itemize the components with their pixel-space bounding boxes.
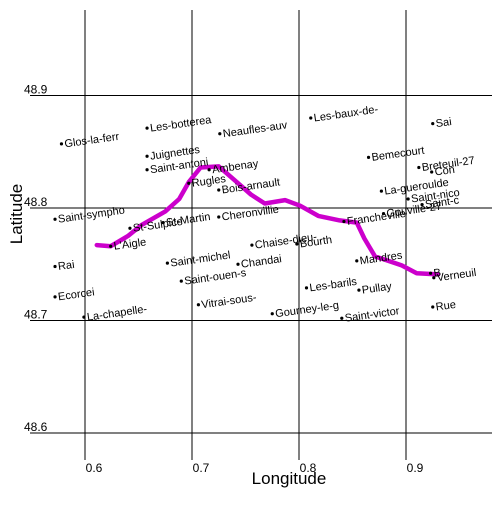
place-marker [340, 316, 344, 320]
place-label: Neaufles-auv [222, 119, 288, 140]
place-label: Les-baux-de- [313, 104, 379, 125]
place-marker [218, 132, 222, 136]
place-marker [431, 122, 435, 126]
place-marker [429, 271, 433, 275]
y-tick-label: 48.8 [24, 195, 48, 209]
place-marker [161, 221, 165, 225]
place-label: Rai [57, 259, 75, 273]
place-marker [145, 168, 149, 172]
place-label: Ecorcei [57, 286, 95, 303]
place-label: Chandai [240, 253, 282, 271]
place-label: Gouvillé-27 [386, 201, 443, 221]
place-label: Mandres [359, 249, 404, 267]
tick-labels: 0.6 0.7 0.8 0.9 48.6 48.7 48.8 48.9 [24, 83, 424, 476]
place-marker [432, 276, 436, 280]
y-axis-title: Latitude [7, 184, 26, 245]
x-tick-label: 0.9 [407, 461, 424, 475]
place-label: Les-botterea [149, 114, 213, 135]
place-marker [406, 197, 410, 201]
place-marker [304, 286, 309, 290]
place-marker [366, 155, 371, 159]
place-label: Cheronvillie [221, 204, 280, 224]
place-label: B [433, 267, 442, 280]
place-marker [145, 126, 149, 130]
place-label: Bourth [299, 234, 333, 250]
place-label: Rue [435, 299, 457, 314]
y-tick-label: 48.9 [24, 83, 48, 97]
y-tick-label: 48.7 [24, 308, 48, 322]
place-marker [342, 219, 346, 224]
x-axis-title: Longitude [252, 469, 327, 488]
place-label: Sai [435, 116, 452, 130]
place-label: Vitrai-sous- [201, 292, 258, 312]
place-marker [53, 264, 57, 269]
place-marker [355, 259, 359, 263]
place-marker [357, 288, 361, 292]
place-label: Verneuil [436, 267, 477, 284]
x-tick-label: 0.6 [86, 461, 103, 475]
place-marker [381, 212, 386, 216]
place-marker [379, 189, 383, 193]
grid-layer [30, 10, 492, 460]
place-label: L'Aigle [113, 236, 147, 252]
place-label: Gourney-le-g [275, 299, 340, 320]
place-marker [420, 203, 424, 207]
y-tick-label: 48.6 [24, 420, 48, 434]
place-markers: Glos-la-ferr Les-botterea Neaufles-auv Les-… [53, 104, 477, 325]
place-marker [165, 261, 169, 265]
route-line [94, 164, 441, 277]
place-marker [53, 217, 57, 221]
place-label: Saint-michel [170, 249, 232, 269]
route-layer [94, 164, 441, 277]
place-label: Saint-ouen-s [184, 267, 248, 288]
x-tick-label: 0.7 [193, 461, 210, 475]
place-marker [309, 116, 313, 120]
place-label: Glos-la-ferr [64, 131, 120, 151]
place-marker [128, 226, 132, 230]
place-marker [145, 154, 149, 158]
place-marker [217, 215, 221, 219]
place-marker [270, 312, 274, 316]
place-marker [179, 279, 183, 283]
place-label: Les-barils [309, 276, 358, 295]
place-label: Rugles [191, 173, 227, 190]
place-marker [109, 244, 113, 248]
place-label: St-Sulpice [132, 216, 183, 235]
place-label: Saint-c [424, 194, 460, 211]
place-marker [82, 315, 86, 319]
place-marker [217, 188, 221, 192]
place-marker [295, 242, 299, 246]
place-marker [53, 295, 57, 299]
place-marker [431, 305, 435, 309]
x-tick-label: 0.8 [300, 461, 317, 475]
place-marker [417, 165, 421, 170]
place-marker [187, 181, 191, 185]
place-marker [250, 243, 254, 247]
place-label: Bemecourt [371, 145, 425, 164]
place-marker [196, 303, 201, 307]
place-label: Pullay [361, 281, 393, 297]
place-label: Saint-victor [344, 305, 400, 325]
place-marker [59, 142, 64, 146]
place-label: Con [434, 164, 456, 179]
place-marker [236, 262, 240, 266]
place-marker [207, 168, 211, 172]
place-marker [430, 170, 434, 174]
